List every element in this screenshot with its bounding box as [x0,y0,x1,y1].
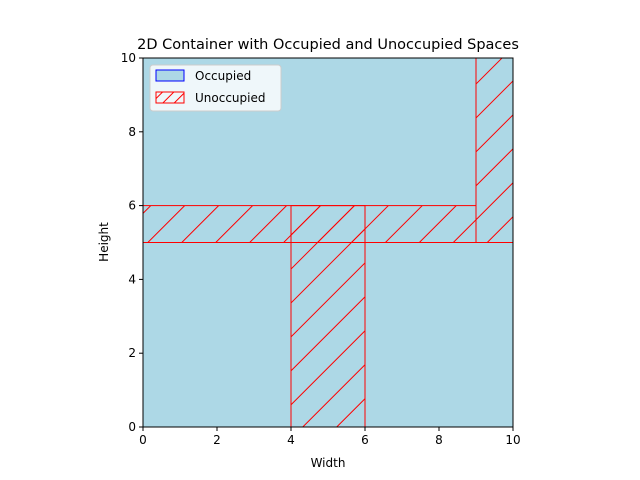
x-axis-ticks: 0 2 4 6 8 10 [139,427,521,447]
legend: Occupied Unoccupied [149,64,282,112]
y-tick-label: 2 [128,346,136,360]
y-tick-label: 8 [128,125,136,139]
unoccupied-regions [143,58,513,427]
x-tick-label: 0 [139,433,147,447]
x-tick-label: 10 [505,433,520,447]
plot-frame [142,57,514,428]
unoccupied-region-2 [475,58,513,243]
x-tick-label: 8 [435,433,443,447]
legend-label-unoccupied: Unoccupied [195,91,265,105]
y-tick-label: 0 [128,420,136,434]
x-tick-label: 4 [287,433,295,447]
legend-swatch-unoccupied [155,91,185,104]
legend-label-occupied: Occupied [195,69,251,83]
y-tick-label: 6 [128,199,136,213]
y-axis-ticks: 0 2 4 6 8 10 [121,51,143,434]
unoccupied-region-1 [290,205,366,427]
y-tick-label: 4 [128,272,136,286]
y-axis-label: Height [97,222,111,262]
x-axis-label: Width [311,456,346,470]
x-tick-label: 2 [213,433,221,447]
x-tick-label: 6 [361,433,369,447]
legend-swatch-occupied [155,69,185,82]
chart-title: 2D Container with Occupied and Unoccupie… [137,37,519,53]
y-tick-label: 10 [121,51,136,65]
